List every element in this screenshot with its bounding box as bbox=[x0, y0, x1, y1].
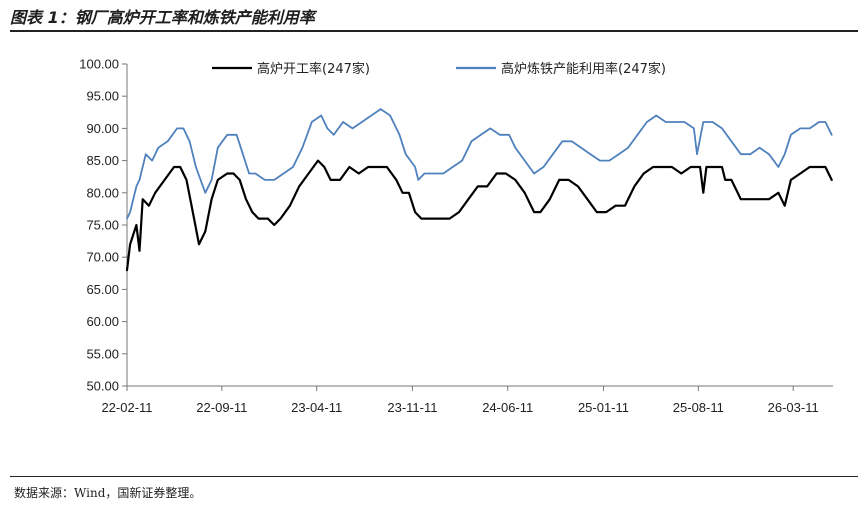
y-tick-label: 95.00 bbox=[86, 89, 119, 104]
y-tick-label: 75.00 bbox=[86, 218, 119, 233]
y-tick-label: 70.00 bbox=[86, 250, 119, 265]
y-axis: 50.00 55.00 60.00 65.00 70.00 75.00 80.00 85.00… bbox=[79, 57, 128, 394]
x-tick-label: 22-02-11 bbox=[101, 400, 152, 415]
series-line-ironmaking-capacity-utilization bbox=[126, 108, 833, 220]
y-tick-label: 55.00 bbox=[86, 346, 119, 361]
legend: 高炉开工率(247家) 高炉炼铁产能利用率(247家) bbox=[212, 61, 666, 77]
series-layer bbox=[125, 108, 833, 272]
y-tick-label: 65.00 bbox=[86, 282, 119, 297]
figure-title: 图表 1：钢厂高炉开工率和炼铁产能利用率 bbox=[10, 8, 315, 27]
footer-rule bbox=[10, 476, 858, 477]
x-axis: 22-02-11 22-09-11 23-04-11 23-11-11 24-06-11… bbox=[101, 385, 833, 415]
x-tick-label: 23-11-11 bbox=[387, 400, 437, 415]
y-tick-label: 90.00 bbox=[86, 121, 119, 136]
x-tick-label: 24-06-11 bbox=[482, 400, 533, 415]
y-tick-label: 60.00 bbox=[86, 314, 119, 329]
legend-label: 高炉开工率(247家) bbox=[257, 61, 370, 77]
x-tick-label: 25-01-11 bbox=[578, 400, 629, 415]
y-tick-label: 50.00 bbox=[86, 379, 119, 394]
line-chart: 50.00 55.00 60.00 65.00 70.00 75.00 80.00 85.00… bbox=[79, 57, 833, 415]
source-note: 数据来源：Wind，国新证券整理。 bbox=[14, 486, 202, 500]
x-tick-label: 22-09-11 bbox=[196, 400, 247, 415]
y-tick-label: 80.00 bbox=[86, 185, 119, 200]
x-tick-label: 25-08-11 bbox=[673, 400, 724, 415]
y-tick-label: 85.00 bbox=[86, 153, 119, 168]
series-line-blast-furnace-operating-rate bbox=[125, 159, 833, 272]
y-tick-label: 100.00 bbox=[79, 57, 119, 72]
x-tick-label: 23-04-11 bbox=[291, 400, 342, 415]
x-tick-label: 26-03-11 bbox=[768, 400, 819, 415]
title-rule bbox=[10, 30, 858, 32]
legend-label: 高炉炼铁产能利用率(247家) bbox=[501, 61, 666, 77]
